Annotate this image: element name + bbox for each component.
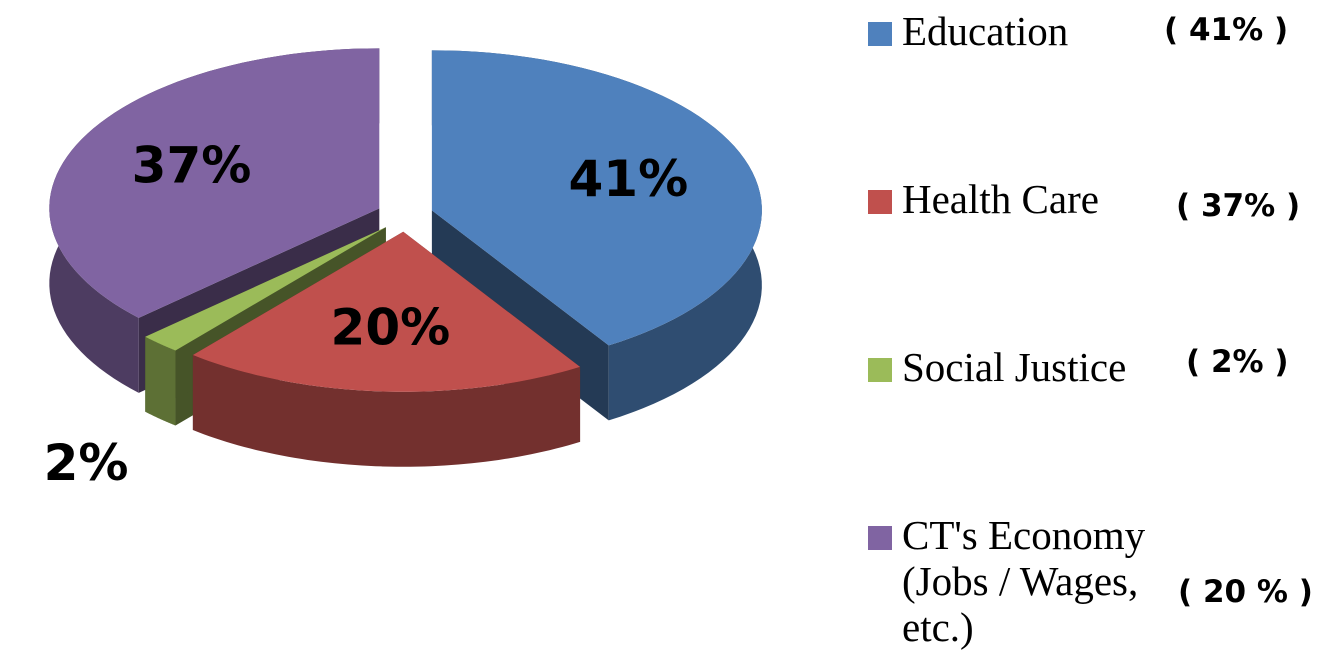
legend-swatch (868, 358, 892, 382)
legend-note: ( 20 % ) (1178, 574, 1313, 610)
chart: 41% 20% 2% 37% (44, 48, 762, 492)
slice (192, 231, 581, 467)
legend-item: Social Justice ( 2% ) (868, 344, 1328, 390)
slice-label: 20% (331, 298, 451, 356)
slice-top (192, 231, 581, 392)
slice-outer-wall (145, 336, 176, 426)
legend-swatch (868, 526, 892, 550)
legend-item: Education ( 41% ) (868, 8, 1328, 54)
page: {"chart_data": {"type": "pie3d", "catego… (43, 8, 1313, 650)
slice-top (431, 50, 762, 346)
slice-outer-wall (192, 355, 581, 467)
legend-label: Social Justice (902, 344, 1127, 390)
legend-swatch (868, 190, 892, 214)
slice-top (145, 227, 386, 351)
legend-note: ( 41% ) (1164, 12, 1289, 48)
slice-label: 41% (569, 150, 689, 208)
legend: Education ( 41% ) Health Care ( 37% ) Social… (868, 8, 1328, 650)
legend-item: CT's Economy (Jobs / Wages, etc.) ( 20 % … (868, 512, 1328, 650)
legend-swatch (868, 22, 892, 46)
legend-note: ( 2% ) (1186, 344, 1289, 380)
legend-note: ( 37% ) (1176, 188, 1301, 224)
slice-label: 37% (132, 136, 252, 194)
legend-label: Education (902, 8, 1069, 54)
slice-top (49, 48, 380, 318)
slice-label: 2% (44, 434, 129, 492)
legend-label: Health Care (902, 176, 1099, 222)
legend-label: CT's Economy (Jobs / Wages, etc.) (902, 512, 1146, 650)
legend-item: Health Care ( 37% ) (868, 176, 1328, 224)
